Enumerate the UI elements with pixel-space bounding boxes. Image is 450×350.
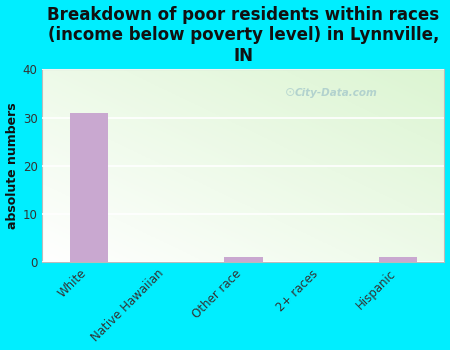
Y-axis label: absolute numbers: absolute numbers [5, 103, 18, 229]
Title: Breakdown of poor residents within races
(income below poverty level) in Lynnvil: Breakdown of poor residents within races… [47, 6, 440, 65]
Text: ⊙: ⊙ [284, 86, 295, 99]
Bar [224, 257, 263, 262]
Bar [379, 257, 418, 262]
Bar [69, 113, 108, 262]
Text: City-Data.com: City-Data.com [295, 88, 377, 98]
